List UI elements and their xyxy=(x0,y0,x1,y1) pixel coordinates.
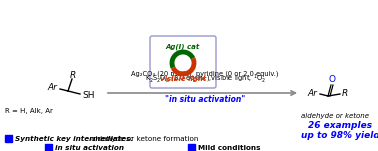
Text: K$_2$S$_2$O$_8$ (2.0 equiv.),visible light, $^1$O$_2$: K$_2$S$_2$O$_8$ (2.0 equiv.),visible lig… xyxy=(144,73,265,85)
Text: R: R xyxy=(342,88,348,98)
Text: Ag₂CO₃ (20 mol%), pyridine (0 or 2.0 equiv.): Ag₂CO₃ (20 mol%), pyridine (0 or 2.0 equ… xyxy=(131,71,279,77)
Text: R: R xyxy=(70,71,76,79)
FancyBboxPatch shape xyxy=(150,36,216,88)
Text: 26 examples: 26 examples xyxy=(308,121,372,130)
Text: Synthetic key intermediates:: Synthetic key intermediates: xyxy=(15,136,133,142)
Bar xyxy=(45,144,52,151)
Text: R = H, Alk, Ar: R = H, Alk, Ar xyxy=(5,108,53,114)
Text: O: O xyxy=(328,76,336,85)
Text: in situ activation: in situ activation xyxy=(55,145,124,151)
Bar xyxy=(188,144,195,151)
Text: Ar: Ar xyxy=(47,84,57,93)
Bar xyxy=(5,135,12,142)
Text: aldehyde or ketone formation: aldehyde or ketone formation xyxy=(89,136,198,142)
Text: up to 98% yield: up to 98% yield xyxy=(301,131,378,140)
Text: Ag(I) cat: Ag(I) cat xyxy=(166,43,200,50)
Text: SH: SH xyxy=(82,90,94,100)
Text: aldehyde or ketone: aldehyde or ketone xyxy=(301,113,369,119)
Text: "in situ activation": "in situ activation" xyxy=(165,95,245,104)
Text: Mild conditions: Mild conditions xyxy=(198,145,260,151)
Text: Ar: Ar xyxy=(307,88,317,98)
Text: visible light: visible light xyxy=(160,76,206,82)
